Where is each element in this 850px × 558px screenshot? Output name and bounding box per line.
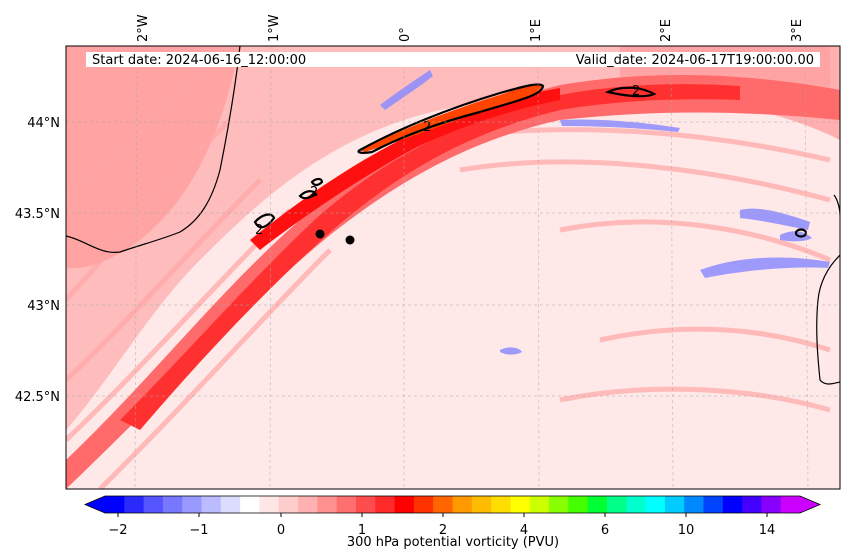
cb-tick-2: 2 [439,523,447,538]
plot-frame [65,45,841,490]
colorbar-segment [298,496,318,513]
colorbar-segment [761,496,782,513]
colorbar-segment [336,496,357,513]
start-date-label: Start date: 2024-06-16_12:00:00 [92,53,306,68]
colorbar-extend-min [85,496,105,513]
colorbar-segment [413,496,434,513]
lat-label-44: 44°N [27,116,60,131]
colorbar-segment [182,496,203,513]
colorbar-segment [510,496,531,513]
colorbar-segment [742,496,762,513]
colorbar [83,495,822,517]
colorbar-segment [220,496,241,513]
colorbar-frame [83,495,822,514]
colorbar-segment [780,496,801,513]
contour-label-small: 2 [310,185,318,200]
colorbar-segment [491,496,511,513]
cb-tick-14: 14 [759,523,776,538]
colorbar-segment [355,496,376,513]
colorbar-segment [278,496,299,513]
lon-label-3e: 3°E [790,19,805,42]
colorbar-segment [259,496,280,513]
colorbar-segment [317,496,338,513]
colorbar-segment [529,496,550,513]
pv-field: 2 2 2 2 [66,46,840,489]
colorbar-segment [143,496,164,513]
colorbar-segment [452,496,473,513]
cb-tick-neg1: −1 [189,523,208,538]
pv-band-outer [66,46,830,430]
contour-small-2 [310,177,324,187]
cb-tick-6: 6 [601,523,609,538]
contour-label-west: 2 [255,223,263,238]
colorbar-segment [645,496,666,513]
lon-label-0: 0° [398,27,413,42]
colorbar-extend-max [800,496,820,513]
point-b [345,235,355,245]
colorbar-segment [703,496,724,513]
latitude-labels: 44°N 43.5°N 43°N 42.5°N [15,116,60,405]
colorbar-segment [626,496,647,513]
colorbar-segment [124,496,145,513]
colorbar-segment [568,496,589,513]
colorbar-segment [664,496,685,513]
colorbar-segment [606,496,627,513]
colorbar-segment [375,496,396,513]
valid-date-label: Valid_date: 2024-06-17T19:00:00.00 [576,53,814,68]
lon-label-2w: 2°W [136,14,151,42]
lon-label-2e: 2°E [659,19,674,42]
cb-tick-10: 10 [678,523,695,538]
contour-small-1 [298,190,318,200]
colorbar-segment [471,496,492,513]
contour-east [604,86,657,98]
cb-tick-1: 1 [358,523,366,538]
contour-main [357,83,545,154]
colorbar-segment [433,496,453,513]
colorbar-tick-labels: −2 −1 0 1 2 4 6 10 14 [108,523,775,538]
cb-tick-0: 0 [277,523,285,538]
longitude-labels: 2°W 1°W 0° 1°E 2°E 3°E [136,14,805,42]
pv-band-core [120,84,740,430]
date-banner [86,52,820,67]
pv-band-max [250,88,560,250]
colorbar-segment [722,496,743,513]
colorbar-segment [105,496,125,513]
colorbar-segment [587,496,608,513]
lat-label-42-5: 42.5°N [15,390,60,405]
colorbar-segment [201,496,222,513]
cb-tick-neg2: −2 [108,523,127,538]
contour-label-main: 2 [423,120,431,135]
colorbar-segment [549,496,569,513]
lon-label-1w: 1°W [267,14,282,42]
pv-contour-2 [253,83,808,238]
colorbar-segment [240,496,260,513]
colorbar-segment [394,496,415,513]
colorbar-title: 300 hPa potential vorticity (PVU) [347,535,559,550]
graticule [66,46,840,489]
lat-label-43: 43°N [27,299,60,314]
lat-label-43-5: 43.5°N [15,207,60,222]
coastline-west [66,46,241,253]
contour-west [253,213,276,229]
cb-tick-4: 4 [520,523,528,538]
colorbar-segment [684,496,704,513]
contour-label-east: 2 [632,84,640,99]
lon-label-1e: 1°E [529,19,544,42]
pv-negative-patches [380,70,830,355]
colorbar-segment [162,496,183,513]
point-a [315,229,325,239]
coastline-east [816,254,840,385]
